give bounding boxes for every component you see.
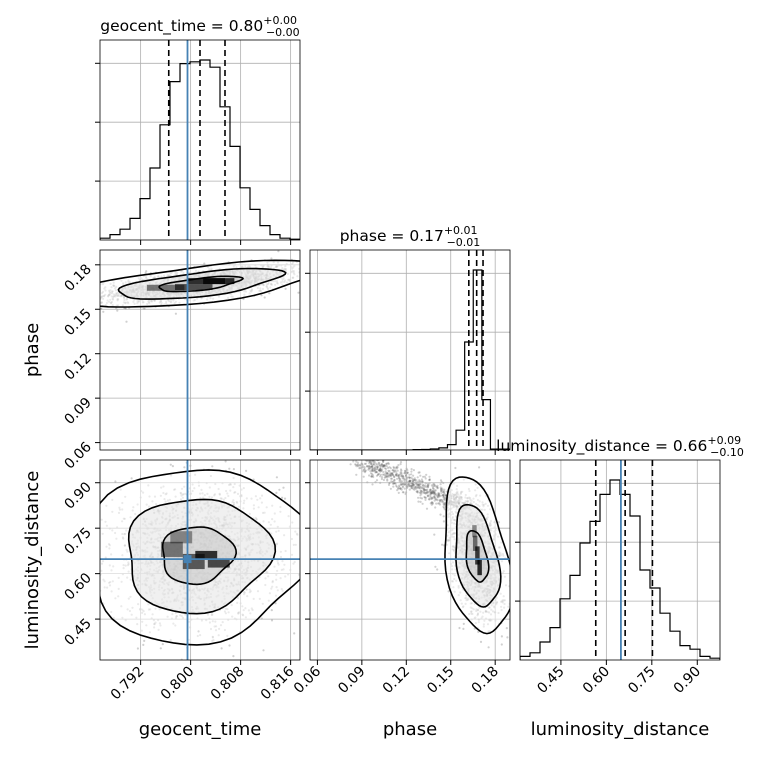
y-tick-label: 0.09	[61, 395, 94, 428]
y-tick-label: 0.12	[61, 350, 94, 383]
title-base: phase = 0.17	[340, 227, 444, 245]
density-bin-core	[175, 284, 213, 290]
y-tick-label: 0.18	[61, 261, 94, 294]
x-tick-label: 0.792	[108, 664, 148, 704]
density-bin-core	[477, 560, 482, 576]
x-tick-label: 0.15	[424, 664, 457, 697]
x-tick-label: 0.808	[208, 664, 248, 704]
histogram-phase	[310, 269, 510, 450]
y-tick-label: 0.06	[61, 439, 94, 472]
x-tick-label: 0.12	[380, 664, 413, 697]
hist-gridlines	[310, 272, 510, 392]
x-tick-label: 0.800	[158, 664, 198, 704]
x-tick-label: 0.816	[258, 663, 298, 703]
title-geocent_time: geocent_time = 0.80+0.00 −0.00	[100, 14, 299, 39]
density-bin-core	[146, 284, 185, 291]
title-luminosity_distance: luminosity_distance = 0.66+0.09 −0.10	[496, 434, 744, 459]
y-tick-label: 0.15	[61, 306, 94, 339]
histogram-luminosity_distance	[520, 479, 720, 660]
panel-geocent_time-vs-luminosity_distance	[99, 459, 301, 661]
density-bin-core	[170, 531, 193, 544]
hist-gridlines	[520, 482, 720, 602]
title-base: geocent_time = 0.80	[100, 17, 263, 36]
y-tick-label: 0.90	[61, 479, 94, 512]
title-minus: −0.00	[266, 26, 300, 39]
title-minus: −0.10	[710, 446, 744, 459]
panel-luminosity_distance-hist	[519, 459, 721, 661]
title-minus: −0.01	[447, 236, 481, 249]
plot-layer: geocent_time = 0.80+0.00 −0.00 phase = 0.1…	[22, 14, 744, 740]
contours	[100, 469, 300, 646]
contours	[100, 259, 300, 308]
x-tick-label: 0.45	[534, 664, 567, 697]
title-plus: +0.09	[707, 434, 741, 447]
density-bin-core	[475, 546, 480, 565]
y-tick-label: 0.60	[61, 570, 94, 603]
density-bin-core	[195, 550, 218, 560]
x-gridlines	[317, 250, 496, 450]
panel-phase-vs-luminosity_distance	[309, 459, 511, 661]
density-bin-core	[160, 541, 183, 557]
x-tick-label: 0.75	[625, 664, 658, 697]
density-bin-core	[207, 558, 230, 568]
panel-geocent_time-vs-phase	[99, 249, 301, 451]
title-plus: +0.01	[444, 224, 478, 237]
y-axis-label-phase: phase	[22, 323, 43, 377]
x-gridlines	[560, 460, 698, 660]
y-gridlines	[100, 264, 300, 443]
x-tick-label: 0.18	[469, 664, 502, 697]
title-phase: phase = 0.17+0.01 −0.01	[340, 224, 481, 249]
contours	[444, 476, 510, 635]
x-axis-label-phase: phase	[383, 719, 437, 740]
x-axis-label-luminosity_distance: luminosity_distance	[531, 719, 710, 740]
panel-geocent_time-hist	[99, 39, 301, 241]
title-base: luminosity_distance = 0.66	[496, 437, 707, 456]
density-bin-core	[203, 278, 235, 285]
x-tick-label: 0.60	[580, 664, 613, 697]
y-tick-label: 0.75	[61, 525, 94, 558]
panel-phase-hist	[309, 249, 511, 451]
x-tick-label: 0.09	[335, 664, 368, 697]
truth-marker	[183, 555, 192, 564]
x-tick-label: 0.06	[291, 663, 324, 696]
title-plus: +0.00	[263, 14, 297, 27]
density-bin-core	[472, 525, 477, 538]
x-tick-label: 0.90	[671, 664, 704, 697]
x-axis-label-geocent_time: geocent_time	[139, 719, 262, 740]
x-gridlines	[140, 40, 292, 240]
y-tick-label: 0.45	[61, 616, 94, 649]
density-bin-core	[472, 535, 478, 551]
y-axis-label-luminosity_distance: luminosity_distance	[22, 471, 43, 650]
